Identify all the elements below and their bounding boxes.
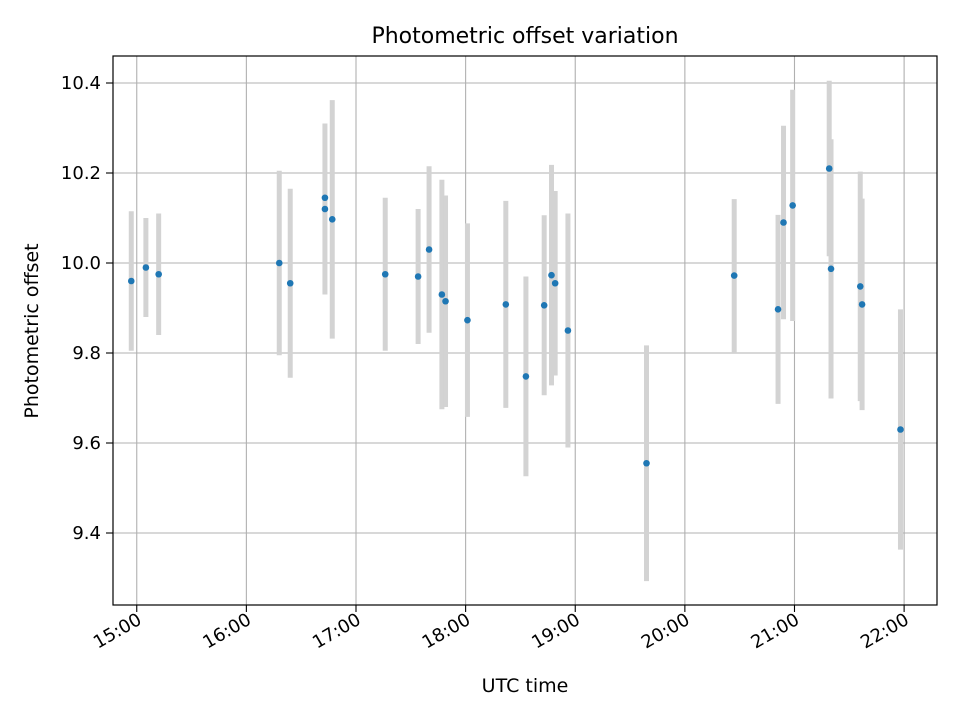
- data-point: [548, 271, 555, 279]
- data-point: [127, 277, 135, 285]
- data-point: [730, 272, 738, 279]
- data-point: [564, 327, 572, 334]
- data-point: [789, 202, 796, 209]
- x-axis-label: UTC time: [482, 675, 569, 697]
- data-point: [414, 273, 422, 280]
- plot-frame: [112, 55, 938, 606]
- data-point: [442, 297, 449, 305]
- data-point: [321, 205, 329, 213]
- data-point: [328, 216, 336, 223]
- y-tick-label: 9.6: [72, 433, 101, 454]
- point-layer: [127, 165, 904, 467]
- y-tick-label: 10.4: [61, 73, 101, 94]
- y-tick-label: 9.4: [72, 523, 101, 544]
- data-point: [438, 291, 446, 298]
- data-point: [540, 302, 548, 309]
- data-point: [551, 279, 559, 287]
- y-tick-label: 9.8: [72, 343, 101, 364]
- y-tick-label: 10.2: [61, 163, 101, 184]
- data-point: [780, 219, 787, 226]
- data-point: [464, 316, 471, 324]
- y-axis-label: Photometric offset: [21, 243, 43, 418]
- data-point: [856, 283, 864, 290]
- data-point: [155, 270, 162, 278]
- data-point: [827, 265, 835, 273]
- data-point: [381, 270, 389, 278]
- data-point: [774, 306, 782, 313]
- data-point: [142, 264, 150, 271]
- data-point: [502, 301, 510, 308]
- data-point: [522, 373, 530, 380]
- grid-layer: [113, 56, 937, 605]
- data-point: [825, 165, 833, 172]
- chart-title: Photometric offset variation: [371, 24, 678, 49]
- data-point: [858, 301, 866, 308]
- data-point: [321, 194, 329, 202]
- data-point: [286, 279, 294, 287]
- data-point: [897, 426, 904, 433]
- y-tick-label: 10.0: [61, 253, 101, 274]
- data-point: [643, 459, 650, 467]
- data-point: [425, 246, 433, 253]
- data-point: [275, 259, 283, 267]
